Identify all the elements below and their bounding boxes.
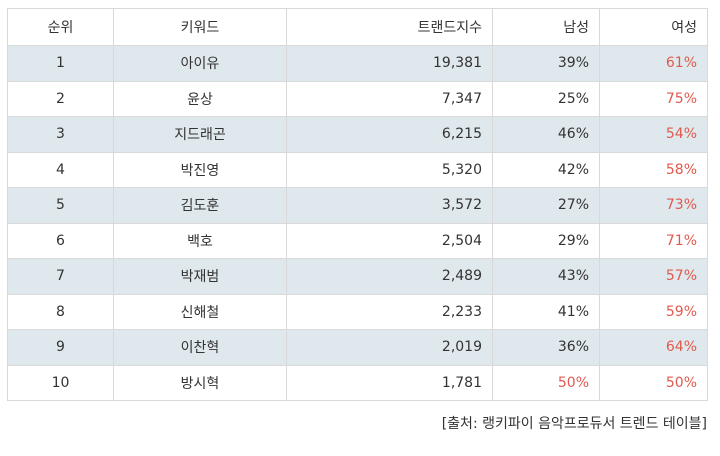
male-cell: 29% — [492, 222, 600, 259]
trend-index-cell: 2,233 — [286, 293, 493, 330]
keyword-cell: 방시혁 — [113, 364, 287, 401]
header-trend-index: 트랜드지수 — [286, 8, 493, 46]
rank-cell: 2 — [7, 80, 114, 117]
female-cell: 75% — [599, 80, 708, 117]
table-row: 5 김도훈 3,572 27% 73% — [7, 187, 708, 224]
male-cell: 39% — [492, 45, 600, 82]
rank-cell: 7 — [7, 258, 114, 295]
trend-index-cell: 2,019 — [286, 329, 493, 366]
keyword-cell: 박재범 — [113, 258, 287, 295]
rank-cell: 4 — [7, 151, 114, 188]
keyword-cell: 김도훈 — [113, 187, 287, 224]
male-cell: 41% — [492, 293, 600, 330]
table-row: 9 이찬혁 2,019 36% 64% — [7, 329, 708, 366]
female-cell: 57% — [599, 258, 708, 295]
female-cell: 59% — [599, 293, 708, 330]
table-body: 1 아이유 19,381 39% 61% 2 윤상 7,347 25% 75% 3 지드래곤 6,215… — [7, 45, 708, 401]
male-cell: 42% — [492, 151, 600, 188]
table-row: 10 방시혁 1,781 50% 50% — [7, 364, 708, 401]
keyword-cell: 지드래곤 — [113, 116, 287, 153]
keyword-cell: 박진영 — [113, 151, 287, 188]
female-cell: 73% — [599, 187, 708, 224]
trend-index-cell: 3,572 — [286, 187, 493, 224]
trend-table: 순위 키워드 트랜드지수 남성 여성 1 아이유 19,381 39% 61% 2 윤상 7,… — [7, 8, 708, 401]
trend-index-cell: 1,781 — [286, 364, 493, 401]
rank-cell: 6 — [7, 222, 114, 259]
male-cell: 46% — [492, 116, 600, 153]
rank-cell: 9 — [7, 329, 114, 366]
table-header-row: 순위 키워드 트랜드지수 남성 여성 — [7, 8, 708, 46]
trend-index-cell: 2,489 — [286, 258, 493, 295]
trend-index-cell: 7,347 — [286, 80, 493, 117]
keyword-cell: 이찬혁 — [113, 329, 287, 366]
header-female: 여성 — [599, 8, 708, 46]
keyword-cell: 신해철 — [113, 293, 287, 330]
table-row: 6 백호 2,504 29% 71% — [7, 222, 708, 259]
rank-cell: 10 — [7, 364, 114, 401]
table-row: 7 박재범 2,489 43% 57% — [7, 258, 708, 295]
trend-index-cell: 6,215 — [286, 116, 493, 153]
keyword-cell: 아이유 — [113, 45, 287, 82]
keyword-cell: 윤상 — [113, 80, 287, 117]
trend-index-cell: 5,320 — [286, 151, 493, 188]
rank-cell: 1 — [7, 45, 114, 82]
trend-table-container: 순위 키워드 트랜드지수 남성 여성 1 아이유 19,381 39% 61% 2 윤상 7,… — [7, 8, 708, 401]
trend-index-cell: 2,504 — [286, 222, 493, 259]
source-caption: [출처: 랭키파이 음악프로듀서 트렌드 테이블] — [441, 416, 707, 432]
female-cell: 58% — [599, 151, 708, 188]
male-cell: 43% — [492, 258, 600, 295]
female-cell: 54% — [599, 116, 708, 153]
table-row: 3 지드래곤 6,215 46% 54% — [7, 116, 708, 153]
male-cell: 27% — [492, 187, 600, 224]
rank-cell: 8 — [7, 293, 114, 330]
rank-cell: 3 — [7, 116, 114, 153]
male-cell: 25% — [492, 80, 600, 117]
rank-cell: 5 — [7, 187, 114, 224]
female-cell: 64% — [599, 329, 708, 366]
female-cell: 61% — [599, 45, 708, 82]
table-row: 1 아이유 19,381 39% 61% — [7, 45, 708, 82]
table-row: 4 박진영 5,320 42% 58% — [7, 151, 708, 188]
female-cell: 71% — [599, 222, 708, 259]
male-cell: 36% — [492, 329, 600, 366]
table-row: 2 윤상 7,347 25% 75% — [7, 80, 708, 117]
male-cell: 50% — [492, 364, 600, 401]
header-rank: 순위 — [7, 8, 114, 46]
female-cell: 50% — [599, 364, 708, 401]
keyword-cell: 백호 — [113, 222, 287, 259]
table-row: 8 신해철 2,233 41% 59% — [7, 293, 708, 330]
header-keyword: 키워드 — [113, 8, 287, 46]
trend-index-cell: 19,381 — [286, 45, 493, 82]
header-male: 남성 — [492, 8, 600, 46]
